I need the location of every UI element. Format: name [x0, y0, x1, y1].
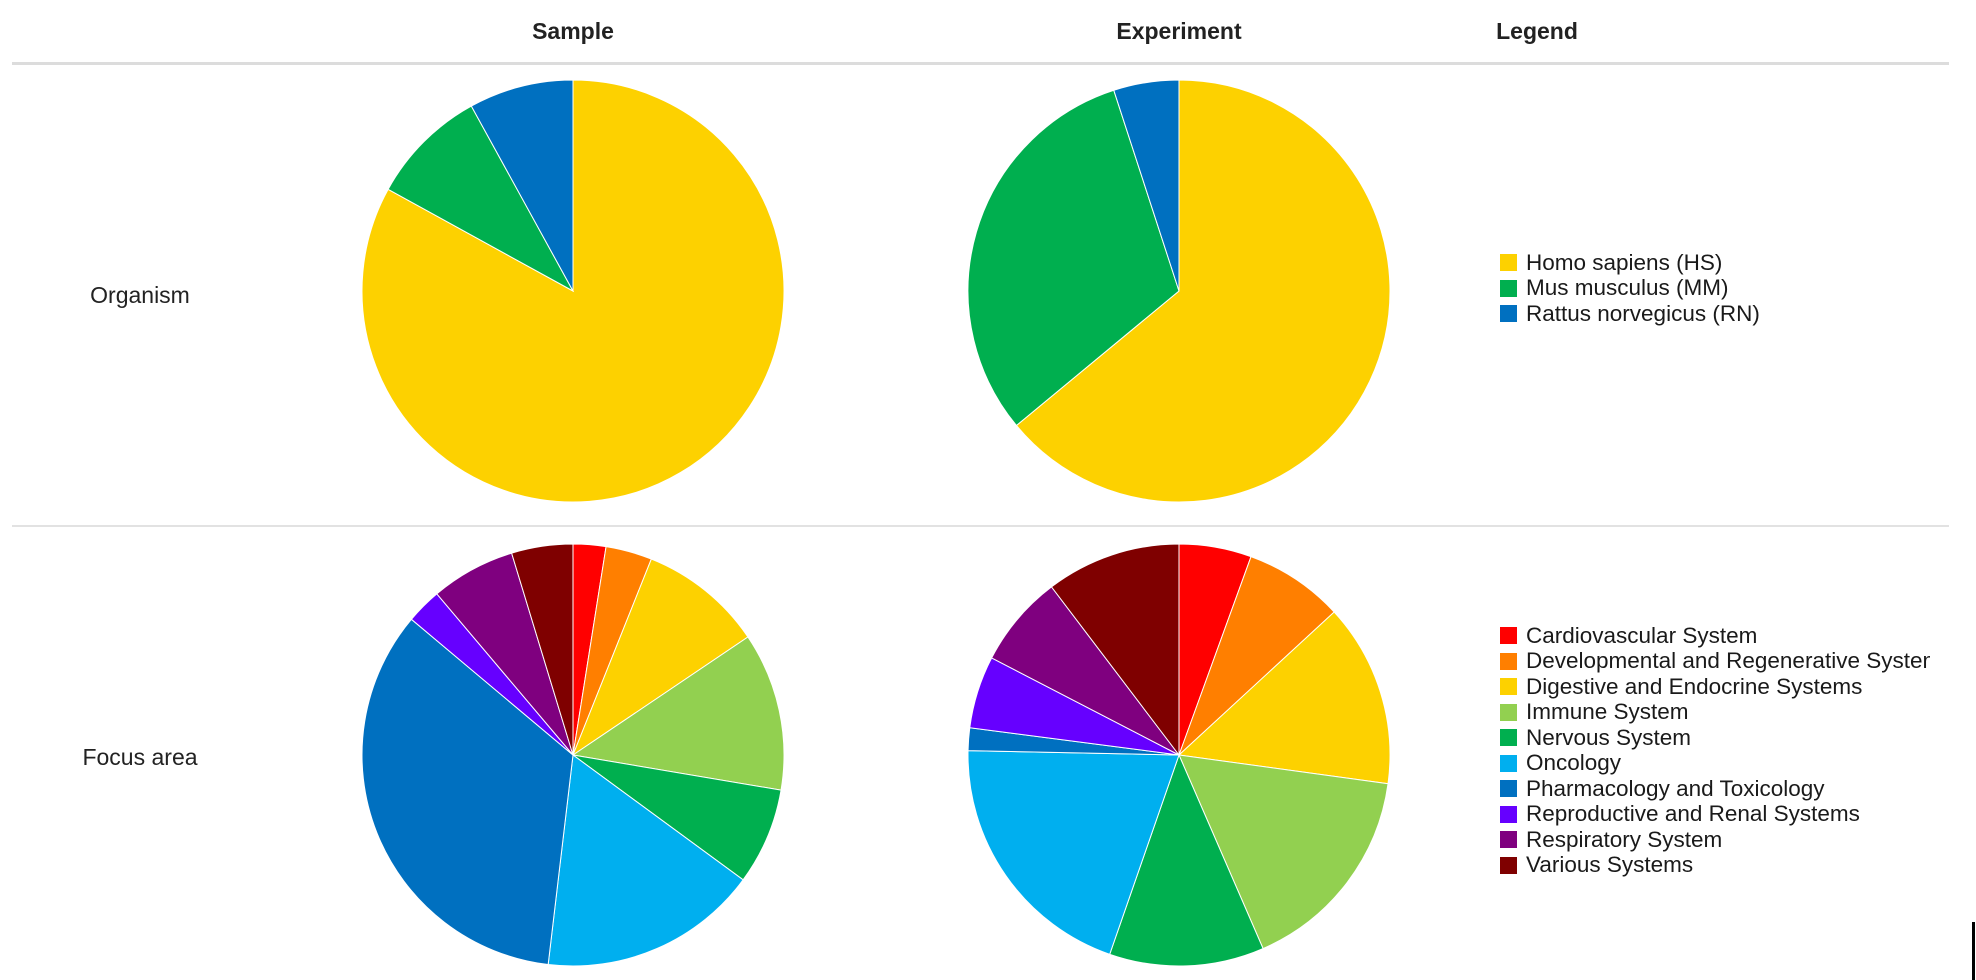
column-header-experiment: Experiment — [1116, 18, 1242, 44]
legend-swatch — [1500, 729, 1517, 747]
pie-slice: Oncology — [547, 754, 744, 967]
legend-organism: Homo sapiens (HS) Mus musculus (MM) Rattus… — [1500, 250, 1930, 327]
pie-slice: Nervous System — [572, 754, 782, 881]
legend-swatch — [1500, 254, 1517, 272]
legend-label: Respiratory System — [1526, 826, 1723, 852]
legend-label: Oncology — [1526, 750, 1622, 776]
pie-slice: Digestive and Endocrine Systems — [1177, 611, 1391, 785]
legend-item: Homo sapiens (HS) — [1500, 250, 1930, 276]
legend-swatch — [1500, 754, 1517, 772]
pie-slice: Various Systems — [511, 543, 574, 756]
legend-label: Immune System — [1526, 699, 1689, 725]
legend-label: Cardiovascular System — [1526, 623, 1758, 648]
row-divider — [12, 525, 1949, 527]
header-divider — [12, 62, 1949, 65]
text-cursor — [1972, 922, 1975, 980]
legend-item: Rattus norvegicus (RN) — [1500, 301, 1930, 327]
legend-label: Various Systems — [1526, 852, 1694, 878]
legend-swatch — [1500, 856, 1517, 874]
legend-swatch — [1500, 279, 1517, 297]
legend-swatch — [1500, 627, 1517, 645]
legend-label: Rattus norvegicus (RN) — [1526, 300, 1760, 326]
pie-slice: Mus musculus (MM) — [967, 89, 1180, 427]
legend-item: Various Systems — [1500, 852, 1930, 879]
legend-swatch — [1500, 678, 1517, 696]
legend-label: Digestive and Endocrine Systems — [1526, 673, 1863, 699]
legend-item: Pharmacology and Toxicology — [1500, 776, 1930, 802]
legend-focus-area: Cardiovascular System Developmental and R… — [1500, 623, 1930, 878]
legend-swatch — [1500, 831, 1517, 849]
legend-swatch — [1500, 780, 1517, 798]
legend-item: Respiratory System — [1500, 827, 1930, 853]
legend-item: Nervous System — [1500, 725, 1930, 751]
legend-item: Oncology — [1500, 750, 1930, 777]
pie-slice: Oncology — [967, 750, 1180, 955]
legend-label: Nervous System — [1526, 724, 1692, 750]
pie-slice: Rattus norvegicus (RN) — [1113, 79, 1180, 292]
legend-item: Reproductive and Renal Systems — [1500, 801, 1930, 828]
pie-slice: Various Systems — [1050, 543, 1180, 757]
legend-item: Digestive and Endocrine Systems — [1500, 674, 1930, 700]
legend-label: Pharmacology and Toxicology — [1526, 775, 1825, 801]
row-label-organism: Organism — [90, 282, 190, 308]
pie-slice: Rattus norvegicus (RN) — [470, 79, 574, 292]
legend-label: Homo sapiens (HS) — [1526, 250, 1723, 275]
pie-chart-organism-experiment: Homo sapiens (HS)Mus musculus (MM)Rattus… — [967, 79, 1391, 503]
pie-slice: Immune System — [571, 636, 785, 791]
legend-item: Immune System — [1500, 699, 1930, 726]
pie-slice: Developmental and Regenerative Systems — [1178, 556, 1335, 756]
column-header-sample: Sample — [532, 18, 614, 44]
pie-slice: Homo sapiens (HS) — [1015, 79, 1391, 503]
legend-swatch — [1500, 703, 1517, 721]
pie-slice: Immune System — [1178, 754, 1389, 950]
column-header-legend: Legend — [1496, 18, 1578, 44]
legend-swatch — [1500, 305, 1517, 323]
legend-label: Mus musculus (MM) — [1526, 275, 1729, 301]
row-label-focus-area: Focus area — [82, 744, 198, 770]
pie-slice: Mus musculus (MM) — [387, 105, 575, 293]
pie-slice: Pharmacology and Toxicology — [361, 618, 574, 966]
legend-item: Mus musculus (MM) — [1500, 275, 1930, 302]
pie-slice: Nervous System — [1109, 753, 1264, 967]
pie-slice: Digestive and Endocrine Systems — [571, 558, 749, 757]
legend-swatch — [1500, 652, 1517, 670]
legend-item: Cardiovascular System — [1500, 623, 1930, 649]
legend-label: Developmental and Regenerative Systems — [1526, 648, 1930, 674]
legend-item: Developmental and Regenerative Systems — [1500, 648, 1930, 675]
legend-label: Reproductive and Renal Systems — [1526, 801, 1860, 827]
pie-chart-organism-sample: Homo sapiens (HS)Mus musculus (MM)Rattus… — [361, 79, 785, 503]
legend-swatch — [1500, 805, 1517, 823]
